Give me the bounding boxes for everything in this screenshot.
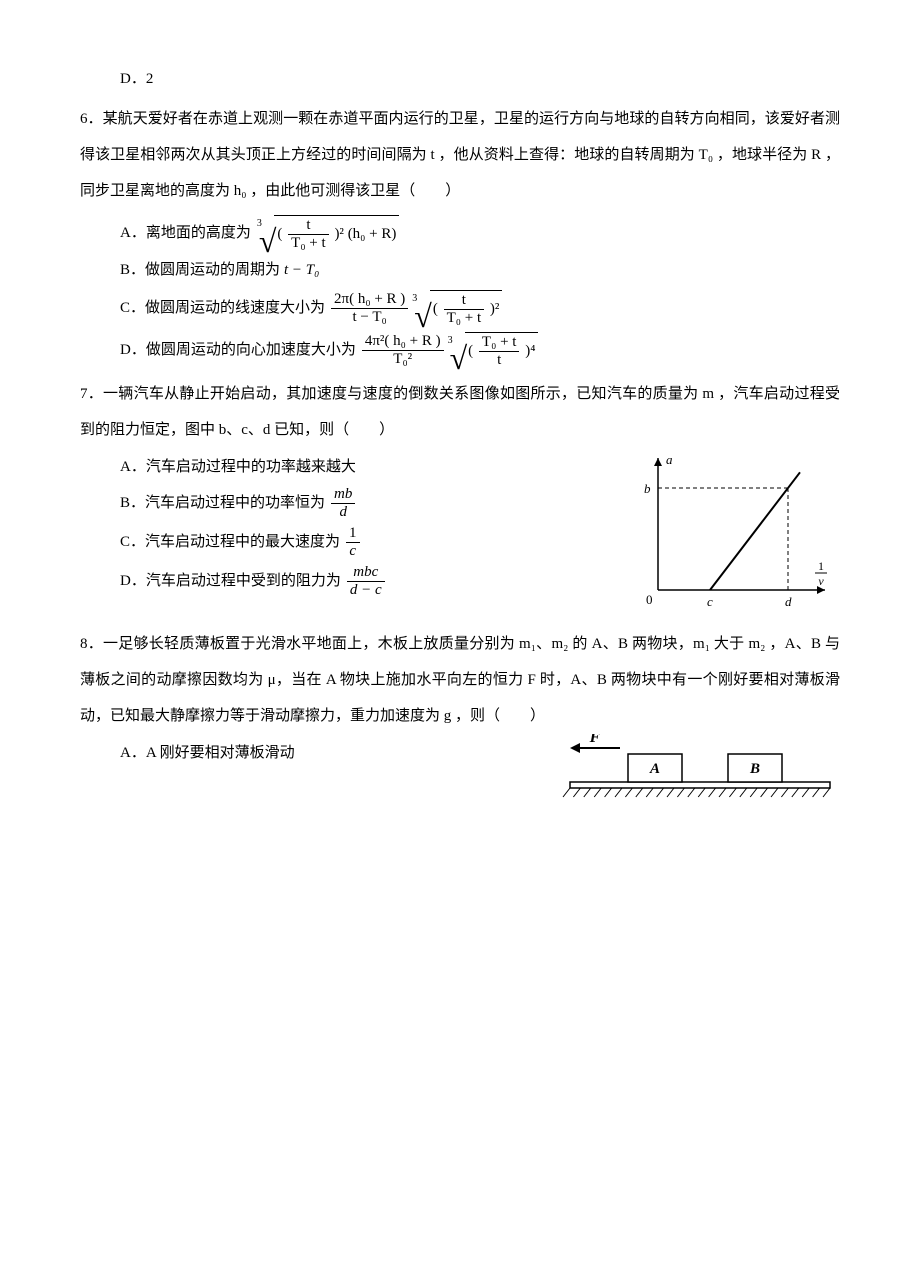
q5-d-text: D．2 bbox=[120, 66, 153, 93]
svg-text:F: F bbox=[589, 734, 601, 746]
svg-text:c: c bbox=[707, 594, 713, 609]
q6-options: A．离地面的高度为 3 √ ( t T₀ + t )² (h₀ + R) B．做… bbox=[80, 215, 840, 368]
q7-opt-d: D．汽车启动过程中受到的阻力为 mbc d − c bbox=[120, 565, 610, 598]
q7-opt-a: A．汽车启动过程中的功率越来越大 bbox=[120, 454, 610, 481]
q5-opt-d: D．2 bbox=[80, 66, 840, 93]
svg-text:b: b bbox=[644, 481, 651, 496]
cube-root-icon: 3 √ ( t T₀ + t )² bbox=[412, 290, 502, 326]
q6-a-label: A．离地面的高度为 bbox=[120, 220, 251, 247]
q7-stem: 7．一辆汽车从静止开始启动，其加速度与速度的倒数关系图像如图所示，已知汽车的质量… bbox=[80, 376, 840, 448]
cube-root-icon: 3 √ ( T₀ + t t )⁴ bbox=[448, 332, 539, 368]
svg-text:d: d bbox=[785, 594, 792, 609]
q6-stem: 6．某航天爱好者在赤道上观测一颗在赤道平面内运行的卫星，卫星的运行方向与地球的自… bbox=[80, 101, 840, 209]
svg-text:v: v bbox=[818, 574, 824, 588]
q8-stem: 8．一足够长轻质薄板置于光滑水平地面上，木板上放质量分别为 m₁、m₂ 的 A、… bbox=[80, 626, 840, 734]
q6-opt-b: B．做圆周运动的周期为 t − T₀ bbox=[120, 257, 840, 284]
physics-diagram: A B F bbox=[540, 734, 840, 814]
q8-row: A．A 刚好要相对薄板滑动 A B F bbox=[80, 734, 840, 814]
q8-options: A．A 刚好要相对薄板滑动 bbox=[80, 734, 520, 773]
q6-opt-a: A．离地面的高度为 3 √ ( t T₀ + t )² (h₀ + R) bbox=[120, 215, 840, 251]
svg-text:A: A bbox=[649, 761, 660, 777]
q7-opt-b: B．汽车启动过程中的功率恒为 mb d bbox=[120, 487, 610, 520]
cube-root-icon: 3 √ ( t T₀ + t )² (h₀ + R) bbox=[257, 215, 400, 251]
q8-opt-a: A．A 刚好要相对薄板滑动 bbox=[120, 740, 520, 767]
svg-text:B: B bbox=[749, 761, 760, 777]
svg-text:0: 0 bbox=[646, 592, 653, 607]
q7-opt-c: C．汽车启动过程中的最大速度为 1 c bbox=[120, 526, 610, 559]
svg-text:a: a bbox=[666, 452, 673, 467]
line-chart: a 1v 0 b c d bbox=[630, 448, 840, 618]
q8-diagram: A B F bbox=[540, 734, 840, 814]
q7-options: A．汽车启动过程中的功率越来越大 B．汽车启动过程中的功率恒为 mb d C．汽… bbox=[80, 448, 610, 604]
q6-opt-c: C．做圆周运动的线速度大小为 2π( h₀ + R ) t − T₀ 3 √ (… bbox=[120, 290, 840, 326]
q7-row: A．汽车启动过程中的功率越来越大 B．汽车启动过程中的功率恒为 mb d C．汽… bbox=[80, 448, 840, 618]
q6-opt-d: D．做圆周运动的向心加速度大小为 4π²( h₀ + R ) T₀² 3 √ (… bbox=[120, 332, 840, 368]
svg-text:1: 1 bbox=[818, 559, 824, 573]
q7-chart: a 1v 0 b c d bbox=[630, 448, 840, 618]
